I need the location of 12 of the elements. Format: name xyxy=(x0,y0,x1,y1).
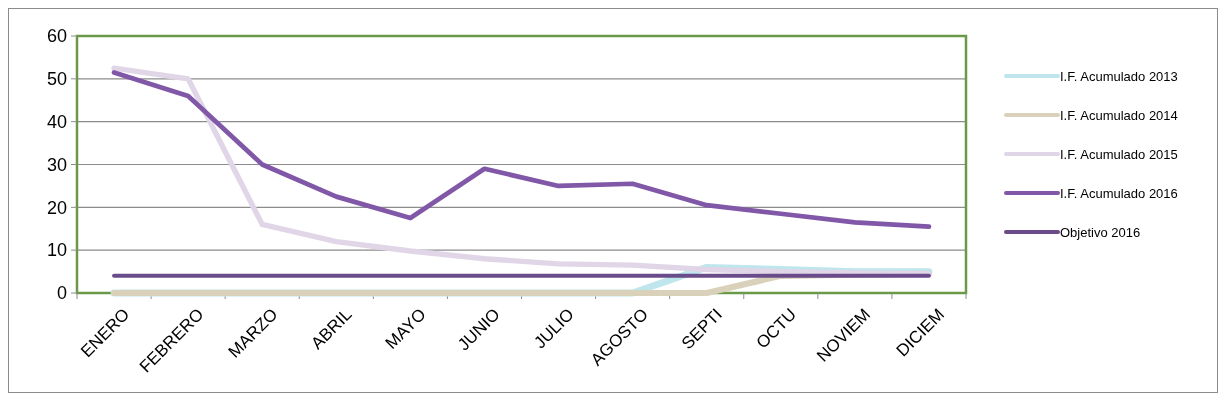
legend-label: I.F. Acumulado 2014 xyxy=(1060,107,1178,123)
legend-label: I.F. Acumulado 2015 xyxy=(1060,146,1178,162)
y-tick-label: 0 xyxy=(56,283,67,304)
y-tick-label: 50 xyxy=(46,69,67,90)
y-tick-label: 60 xyxy=(46,26,67,47)
legend-label: I.F. Acumulado 2016 xyxy=(1060,185,1178,201)
legend-label: I.F. Acumulado 2013 xyxy=(1060,68,1178,84)
y-tick-label: 30 xyxy=(46,154,67,175)
y-tick-label: 40 xyxy=(46,111,67,132)
y-tick-label: 20 xyxy=(46,197,67,218)
legend-label: Objetivo 2016 xyxy=(1060,224,1141,240)
y-tick-label: 10 xyxy=(46,240,67,261)
